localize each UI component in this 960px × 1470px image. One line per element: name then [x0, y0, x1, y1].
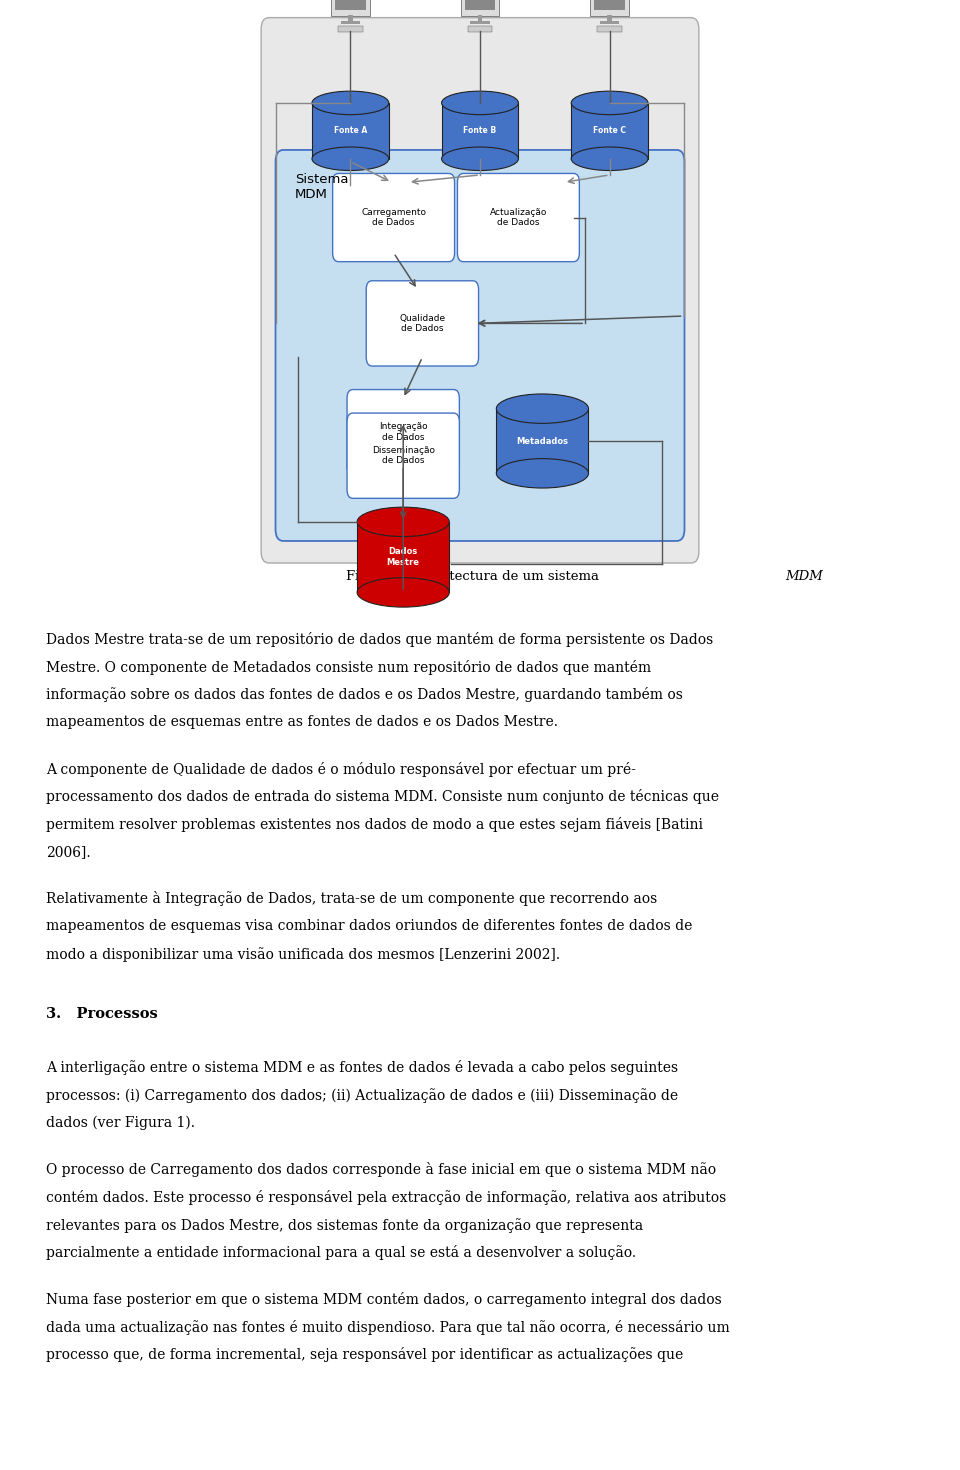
Text: MDM: MDM: [785, 570, 823, 582]
Text: Qualidade
de Dados: Qualidade de Dados: [399, 313, 445, 334]
Bar: [335, 0, 366, 10]
Bar: [338, 26, 363, 32]
Text: 2006].: 2006].: [46, 845, 90, 858]
Bar: [571, 103, 648, 159]
Ellipse shape: [496, 394, 588, 423]
Bar: [594, 0, 625, 10]
Text: informação sobre os dados das fontes de dados e os Dados Mestre, guardando també: informação sobre os dados das fontes de …: [46, 688, 683, 703]
Text: 3.   Processos: 3. Processos: [46, 1007, 157, 1020]
Ellipse shape: [312, 147, 389, 171]
Bar: [331, 0, 370, 16]
Text: A interligação entre o sistema MDM e as fontes de dados é levada a cabo pelos se: A interligação entre o sistema MDM e as …: [46, 1060, 678, 1076]
Text: Actualização
de Dados: Actualização de Dados: [490, 207, 547, 228]
Bar: [590, 0, 629, 16]
Bar: [461, 0, 499, 16]
Bar: [470, 21, 490, 25]
Bar: [442, 103, 518, 159]
Text: Carregamento
de Dados: Carregamento de Dados: [361, 207, 426, 228]
Bar: [348, 15, 352, 22]
Bar: [465, 0, 495, 10]
Bar: [341, 21, 360, 25]
Text: contém dados. Este processo é responsável pela extracção de informação, relativa: contém dados. Este processo é responsáve…: [46, 1191, 727, 1205]
Ellipse shape: [442, 147, 518, 171]
Text: Integração
de Dados: Integração de Dados: [379, 422, 427, 442]
Bar: [357, 522, 449, 592]
Text: O processo de Carregamento dos dados corresponde à fase inicial em que o sistema: O processo de Carregamento dos dados cor…: [46, 1163, 716, 1177]
FancyBboxPatch shape: [347, 390, 459, 475]
Text: Figura 3- Arquitectura de um sistema: Figura 3- Arquitectura de um sistema: [346, 570, 603, 582]
Text: dados (ver Figura 1).: dados (ver Figura 1).: [46, 1116, 195, 1130]
Text: Fonte A: Fonte A: [334, 126, 367, 135]
Text: processo que, de forma incremental, seja responsável por identificar as actualiz: processo que, de forma incremental, seja…: [46, 1348, 684, 1363]
Text: mapeamentos de esquemas visa combinar dados oriundos de diferentes fontes de dad: mapeamentos de esquemas visa combinar da…: [46, 919, 692, 933]
Ellipse shape: [357, 507, 449, 537]
Text: mapeamentos de esquemas entre as fontes de dados e os Dados Mestre.: mapeamentos de esquemas entre as fontes …: [46, 714, 558, 729]
Bar: [468, 26, 492, 32]
Text: Disseminação
de Dados: Disseminação de Dados: [372, 445, 435, 466]
FancyBboxPatch shape: [458, 173, 580, 262]
Text: Mestre. O componente de Metadados consiste num repositório de dados que mantém: Mestre. O componente de Metadados consis…: [46, 660, 651, 675]
Text: processamento dos dados de entrada do sistema MDM. Consiste num conjunto de técn: processamento dos dados de entrada do si…: [46, 789, 719, 804]
Text: permitem resolver problemas existentes nos dados de modo a que estes sejam fiáve: permitem resolver problemas existentes n…: [46, 817, 703, 832]
FancyBboxPatch shape: [276, 150, 684, 541]
Text: relevantes para os Dados Mestre, dos sistemas fonte da organização que represent: relevantes para os Dados Mestre, dos sis…: [46, 1217, 643, 1232]
Ellipse shape: [496, 459, 588, 488]
Bar: [608, 15, 612, 22]
Ellipse shape: [312, 91, 389, 115]
Ellipse shape: [357, 578, 449, 607]
Text: Dados Mestre trata-se de um repositório de dados que mantém de forma persistente: Dados Mestre trata-se de um repositório …: [46, 632, 713, 647]
Bar: [600, 21, 619, 25]
Bar: [496, 409, 588, 473]
Text: A componente de Qualidade de dados é o módulo responsável por efectuar um pré-: A componente de Qualidade de dados é o m…: [46, 761, 636, 776]
FancyBboxPatch shape: [347, 413, 459, 498]
Text: Metadados: Metadados: [516, 437, 568, 445]
Text: Relativamente à Integração de Dados, trata-se de um componente que recorrendo ao: Relativamente à Integração de Dados, tra…: [46, 891, 658, 907]
Text: Dados
Mestre: Dados Mestre: [387, 547, 420, 567]
Bar: [597, 26, 622, 32]
Bar: [312, 103, 389, 159]
Text: Fonte B: Fonte B: [464, 126, 496, 135]
Text: parcialmente a entidade informacional para a qual se está a desenvolver a soluçã: parcialmente a entidade informacional pa…: [46, 1245, 636, 1260]
FancyBboxPatch shape: [332, 173, 455, 262]
Text: dada uma actualização nas fontes é muito dispendioso. Para que tal não ocorra, é: dada uma actualização nas fontes é muito…: [46, 1320, 730, 1335]
FancyBboxPatch shape: [367, 281, 478, 366]
FancyBboxPatch shape: [261, 18, 699, 563]
Text: Numa fase posterior em que o sistema MDM contém dados, o carregamento integral d: Numa fase posterior em que o sistema MDM…: [46, 1292, 722, 1307]
Text: Sistema
MDM: Sistema MDM: [295, 173, 348, 201]
Ellipse shape: [442, 91, 518, 115]
Text: processos: (i) Carregamento dos dados; (ii) Actualização de dados e (iii) Dissem: processos: (i) Carregamento dos dados; (…: [46, 1088, 678, 1102]
Ellipse shape: [571, 91, 648, 115]
Text: Fonte C: Fonte C: [593, 126, 626, 135]
Bar: [478, 15, 482, 22]
Text: modo a disponibilizar uma visão unificada dos mesmos [Lenzerini 2002].: modo a disponibilizar uma visão unificad…: [46, 947, 561, 961]
Ellipse shape: [571, 147, 648, 171]
